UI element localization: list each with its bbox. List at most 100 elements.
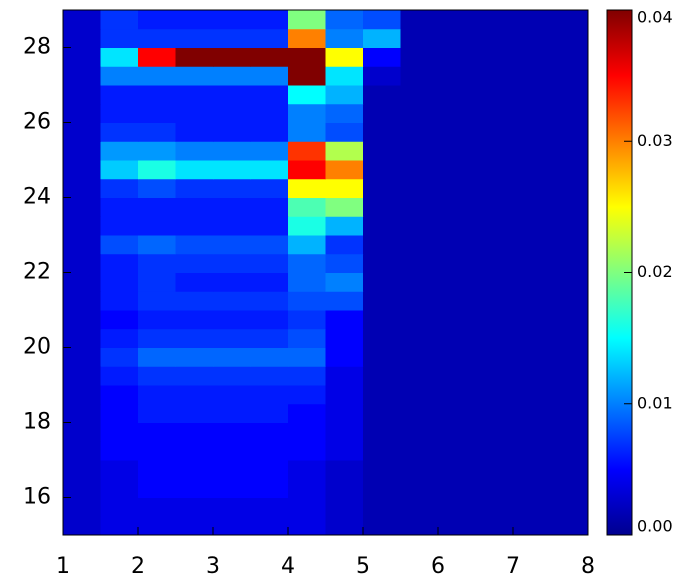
colorbar-tick-label: 0.02 [637,262,673,281]
heatmap-cell [438,235,476,255]
heatmap-cell [250,253,289,273]
heatmap-cell [100,160,139,180]
heatmap-cell [475,272,514,292]
heatmap-cell [475,66,514,86]
heatmap-cell [475,141,514,161]
heatmap-cell [363,441,401,461]
heatmap-cell [63,47,101,67]
heatmap-cell [325,366,364,386]
heatmap-cell [63,122,101,142]
heatmap-cell [175,347,214,367]
heatmap-cell [325,85,364,105]
heatmap-cell [550,310,589,330]
heatmap-cell [288,403,326,423]
heatmap-cell [288,422,326,442]
heatmap-cell [213,272,251,292]
heatmap-cell [400,497,439,517]
heatmap-cell [513,366,551,386]
heatmap-cell [363,403,401,423]
heatmap-cell [325,216,364,236]
heatmap-cell [550,291,589,311]
heatmap-cell [550,460,589,480]
heatmap-cell [513,385,551,405]
heatmap-cell [363,310,401,330]
heatmap-cell [513,497,551,517]
heatmap-cell [250,328,289,348]
heatmap-cell [288,103,326,123]
heatmap-cell [288,328,326,348]
heatmap-cell [175,422,214,442]
heatmap-cell [213,253,251,273]
heatmap-cell [100,310,139,330]
heatmap-cell [325,385,364,405]
x-tick-label: 5 [356,554,370,579]
heatmap-cell [325,328,364,348]
heatmap-cell [63,403,101,423]
heatmap-cell [513,85,551,105]
heatmap-cell [175,85,214,105]
heatmap-cell [213,310,251,330]
x-tick-label: 1 [56,554,70,579]
heatmap-cell [63,478,101,498]
heatmap-cell [138,291,176,311]
heatmap-cell [138,103,176,123]
heatmap-cell [400,216,439,236]
heatmap-cell [213,66,251,86]
heatmap-cell [400,122,439,142]
heatmap-cell [475,103,514,123]
heatmap-cell [513,272,551,292]
heatmap-cell [63,235,101,255]
heatmap-cell [475,422,514,442]
heatmap-cell [250,310,289,330]
heatmap-cell [138,197,176,217]
heatmap-cell [138,47,176,67]
heatmap-cell [363,366,401,386]
heatmap-cell [63,141,101,161]
heatmap-cell [363,85,401,105]
heatmap-cell [325,10,364,30]
heatmap-cell [475,516,514,536]
heatmap-cell [288,460,326,480]
heatmap-cell [250,422,289,442]
heatmap-cell [63,460,101,480]
heatmap-cell [250,235,289,255]
heatmap-cell [213,497,251,517]
heatmap-cell [288,441,326,461]
y-tick-label: 18 [23,410,51,435]
x-tick-label: 2 [131,554,145,579]
heatmap-cell [288,28,326,48]
heatmap-cell [288,310,326,330]
heatmap-cell [100,385,139,405]
heatmap-cell [63,347,101,367]
heatmap-cell [138,478,176,498]
heatmap-cell [363,460,401,480]
heatmap-cell [100,516,139,536]
heatmap-cell [550,385,589,405]
heatmap-cell [550,160,589,180]
heatmap-cell [288,385,326,405]
heatmap-cell [400,328,439,348]
heatmap-cell [100,497,139,517]
heatmap-cell [513,478,551,498]
heatmap-cell [475,441,514,461]
heatmap-cell [250,10,289,30]
heatmap-cell [175,28,214,48]
heatmap-cell [100,272,139,292]
heatmap-cell [288,478,326,498]
heatmap-cell [513,28,551,48]
colorbar-tick-label: 0.00 [637,517,673,536]
heatmap-cell [363,497,401,517]
heatmap-cell [550,478,589,498]
heatmap-cell [400,178,439,198]
heatmap-cell [438,103,476,123]
heatmap-cell [138,422,176,442]
heatmap-cell [438,366,476,386]
heatmap-cell [363,103,401,123]
heatmap-cell [213,347,251,367]
colorbar-tick-label: 0.04 [637,8,673,27]
heatmap-cell [63,160,101,180]
heatmap-cell [288,272,326,292]
heatmap-cell [438,272,476,292]
heatmap-cell [325,47,364,67]
